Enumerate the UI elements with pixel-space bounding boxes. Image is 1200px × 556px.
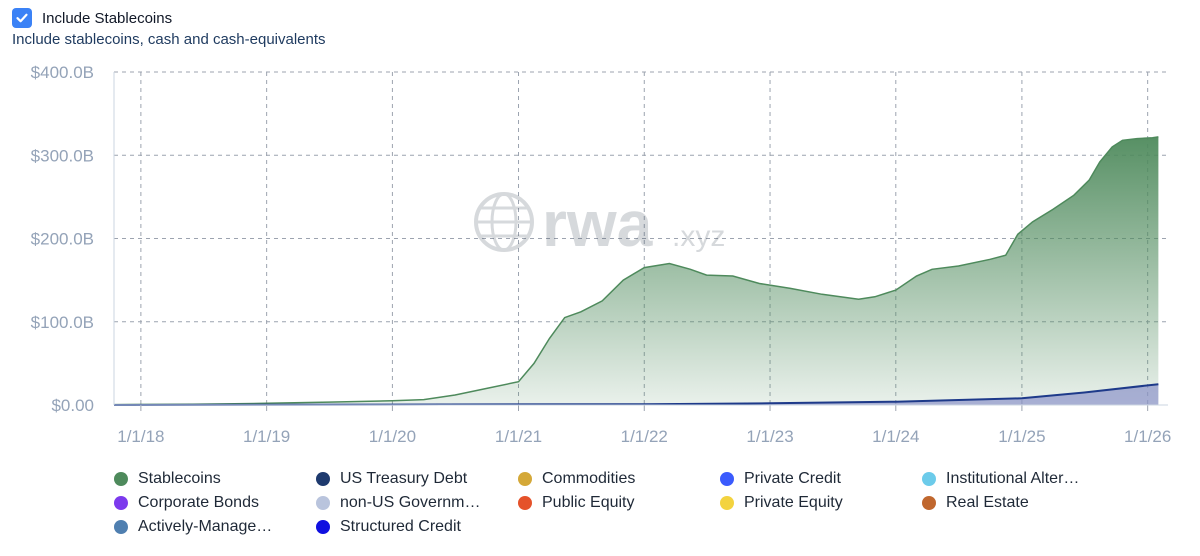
rwa-area-chart: rwa .xyz $0.00 $100.0B $200.0B $300.0B $400.… [31, 63, 1172, 446]
toggle-description: Include stablecoins, cash and cash-equiv… [12, 31, 326, 48]
x-tick-label: 1/1/25 [998, 427, 1045, 446]
legend-label: Actively-Manage… [138, 518, 273, 535]
legend-swatch [316, 496, 330, 510]
legend-swatch [518, 496, 532, 510]
watermark-suffix: .xyz [672, 220, 725, 253]
legend-item-commodities[interactable]: Commodities [518, 470, 635, 488]
y-tick-label: $400.0B [31, 63, 94, 82]
y-axis: $0.00 $100.0B $200.0B $300.0B $400.0B [31, 63, 115, 415]
legend-label: Public Equity [542, 494, 635, 511]
y-tick-label: $0.00 [51, 396, 94, 415]
legend-swatch [518, 472, 532, 486]
legend-swatch [720, 472, 734, 486]
legend-swatch [316, 520, 330, 534]
y-tick-label: $200.0B [31, 230, 94, 249]
x-tick-label: 1/1/18 [117, 427, 164, 446]
legend-swatch [316, 472, 330, 486]
legend-item-non-us-governm[interactable]: non-US Governm… [316, 494, 481, 512]
legend-item-structured-credit[interactable]: Structured Credit [316, 518, 461, 536]
x-tick-label: 1/1/26 [1124, 427, 1171, 446]
legend-swatch [720, 496, 734, 510]
x-tick-label: 1/1/23 [746, 427, 793, 446]
legend-item-us-treasury-debt[interactable]: US Treasury Debt [316, 470, 467, 488]
include-stablecoins-toggle[interactable]: Include Stablecoins [12, 8, 172, 28]
y-tick-label: $100.0B [31, 313, 94, 332]
legend-item-corporate-bonds[interactable]: Corporate Bonds [114, 494, 259, 512]
legend-item-stablecoins[interactable]: Stablecoins [114, 470, 221, 488]
x-axis: 1/1/18 1/1/19 1/1/20 1/1/21 1/1/22 1/1/23 1/1/… [114, 404, 1171, 446]
legend-item-public-equity[interactable]: Public Equity [518, 494, 635, 512]
x-tick-label: 1/1/24 [872, 427, 919, 446]
legend-item-private-equity[interactable]: Private Equity [720, 494, 843, 512]
legend-label: Stablecoins [138, 470, 221, 487]
x-tick-label: 1/1/20 [369, 427, 416, 446]
watermark-brand: rwa [542, 188, 653, 260]
legend-swatch [922, 496, 936, 510]
x-tick-label: 1/1/22 [621, 427, 668, 446]
y-tick-label: $300.0B [31, 146, 94, 165]
legend-swatch [922, 472, 936, 486]
legend-item-institutional-alter[interactable]: Institutional Alter… [922, 470, 1079, 488]
legend-label: Private Credit [744, 470, 841, 487]
legend-item-private-credit[interactable]: Private Credit [720, 470, 841, 488]
legend-label: Structured Credit [340, 518, 461, 535]
stablecoins-checkbox[interactable] [12, 8, 32, 28]
stablecoins-line [113, 136, 1159, 406]
other-rwas-stacked-line [113, 383, 1159, 406]
legend-label: Corporate Bonds [138, 494, 259, 511]
legend-swatch [114, 520, 128, 534]
series-areas [113, 136, 1159, 406]
legend-label: US Treasury Debt [340, 470, 468, 487]
watermark: rwa .xyz [474, 188, 725, 260]
legend-swatch [114, 496, 128, 510]
legend-label: Private Equity [744, 494, 843, 511]
other-rwas-stacked-area [114, 384, 1159, 405]
toggle-label: Include Stablecoins [42, 9, 173, 27]
legend-label: Institutional Alter… [946, 470, 1080, 487]
legend-label: Commodities [542, 470, 636, 487]
legend-item-actively-manage[interactable]: Actively-Manage… [114, 518, 272, 536]
legend-label: Real Estate [946, 494, 1029, 511]
legend-item-real-estate[interactable]: Real Estate [922, 494, 1029, 512]
legend-swatch [114, 472, 128, 486]
x-tick-label: 1/1/21 [495, 427, 542, 446]
checkmark-icon [16, 13, 28, 23]
legend-label: non-US Governm… [340, 494, 481, 511]
x-tick-label: 1/1/19 [243, 427, 290, 446]
stablecoins-area [114, 136, 1159, 405]
globe-icon [474, 192, 534, 252]
